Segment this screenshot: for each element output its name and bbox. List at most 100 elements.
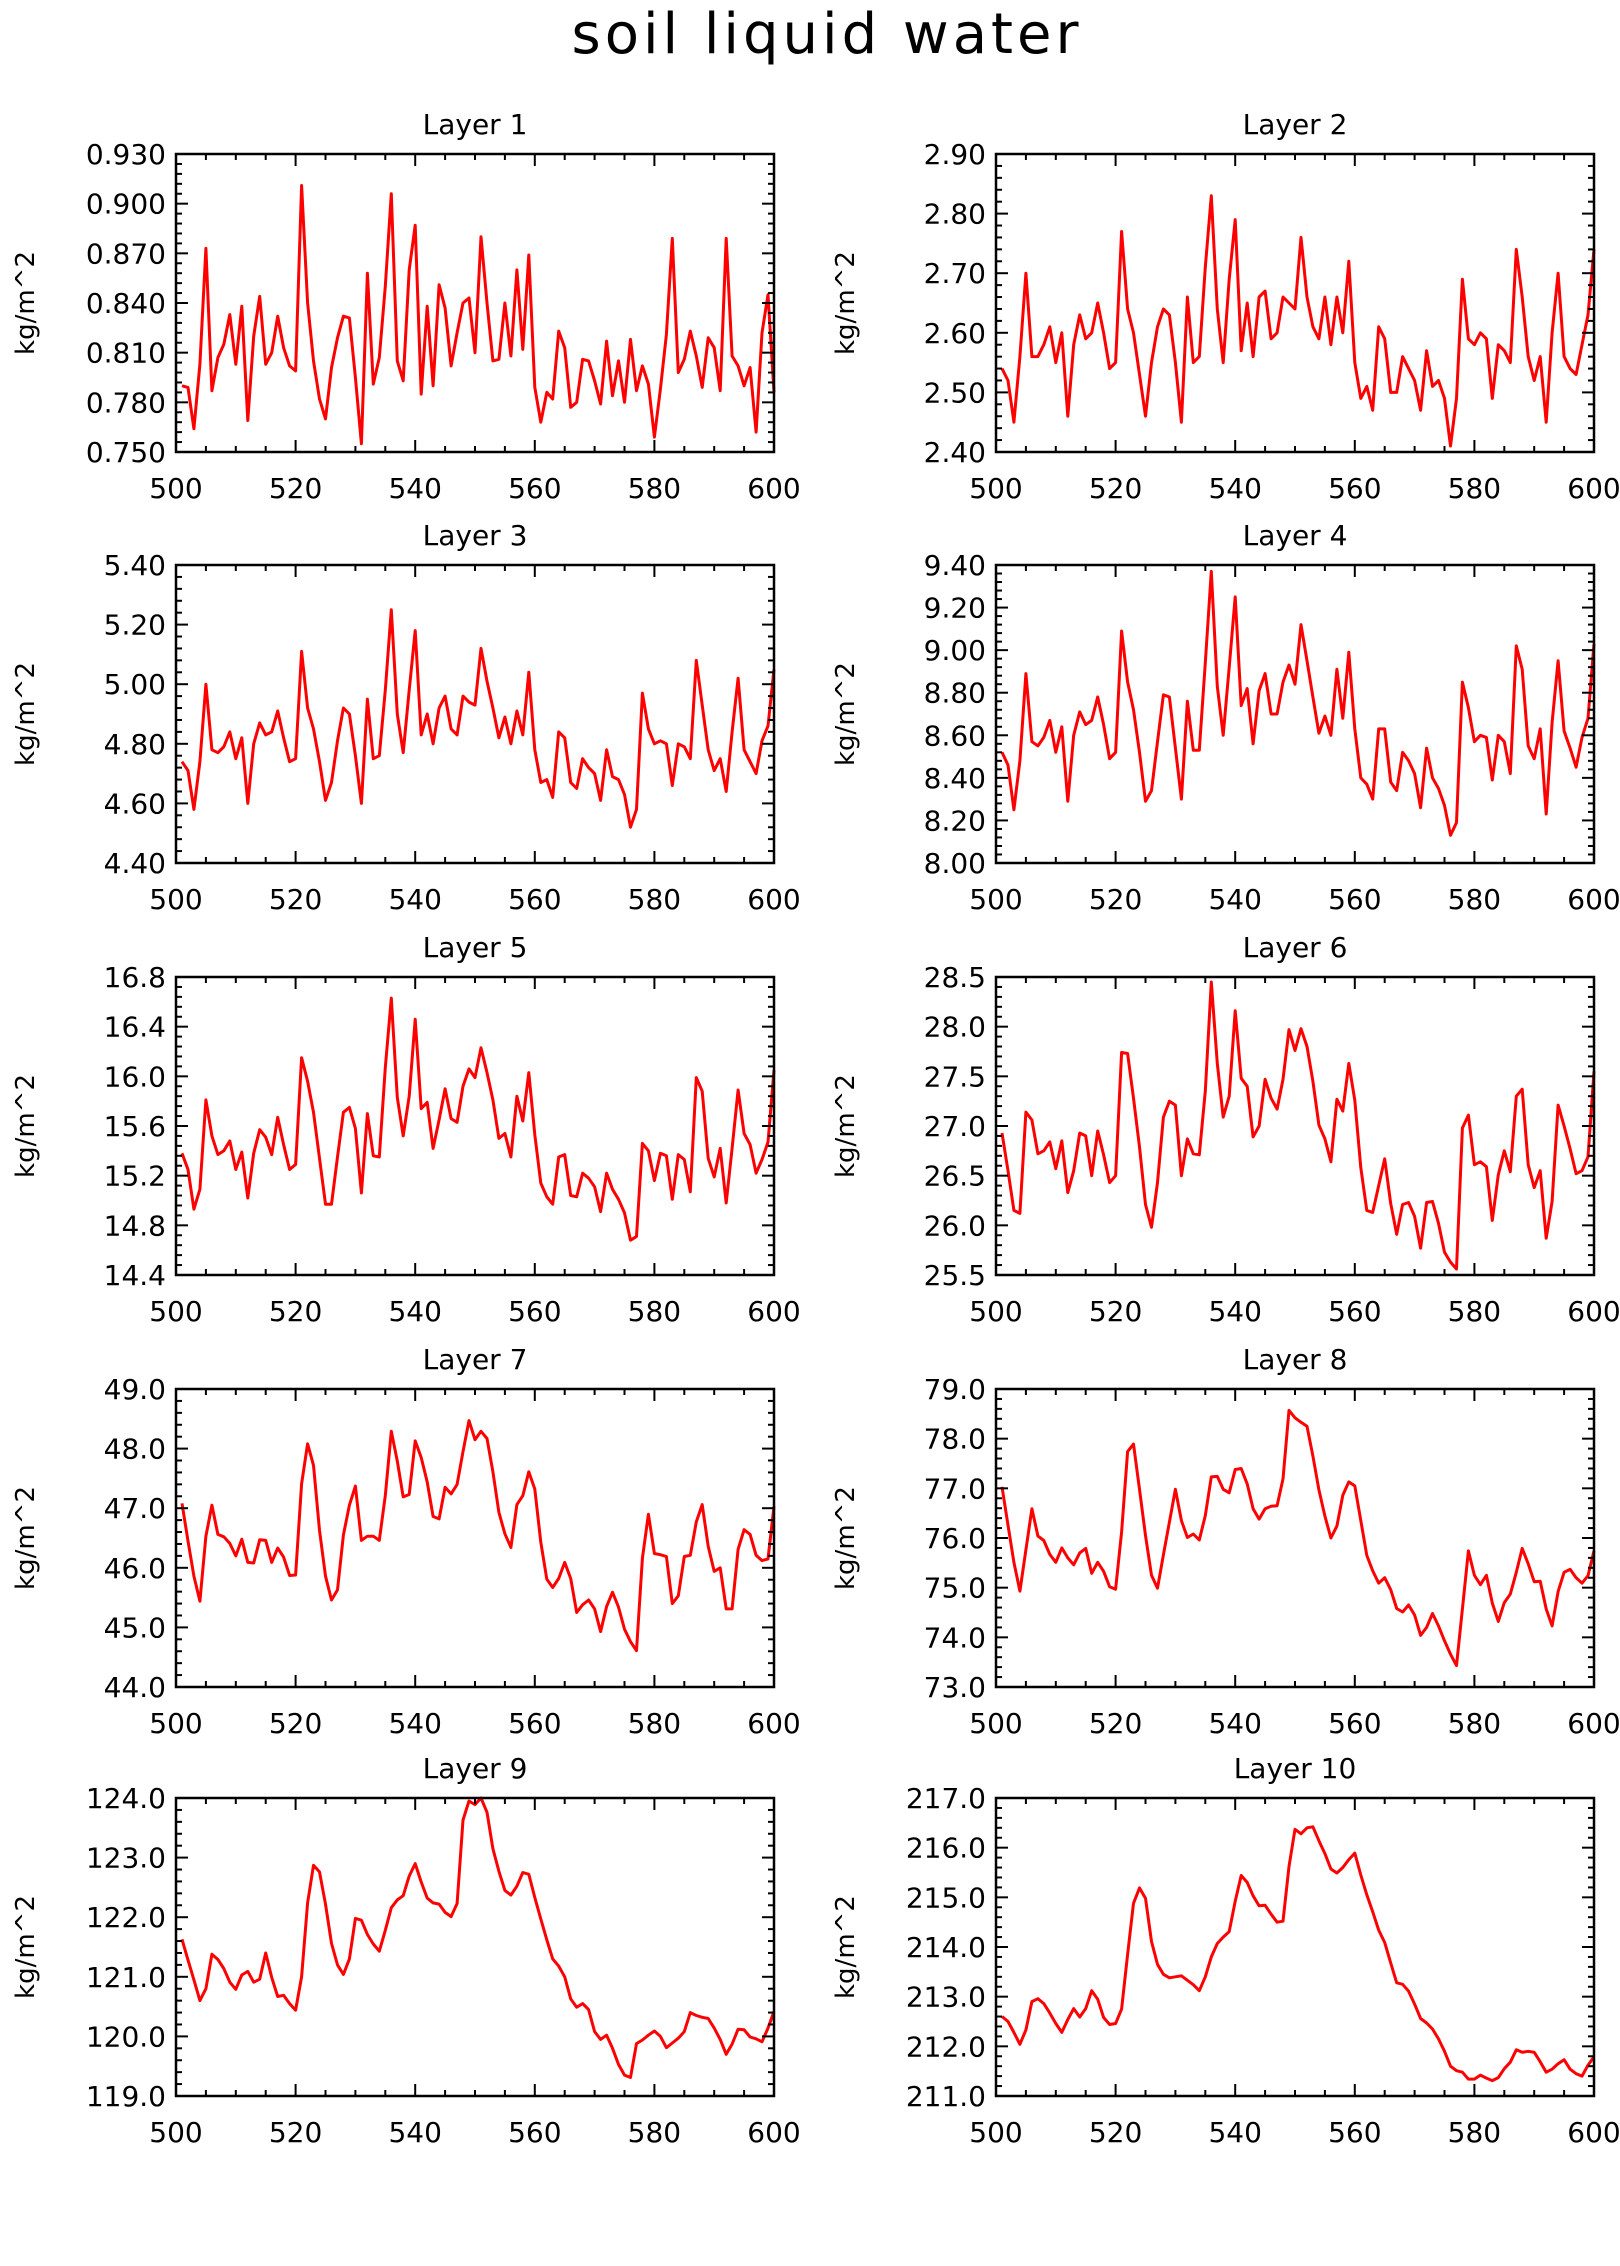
plot-frame [174, 152, 776, 454]
y-tick-label: 2.60 [924, 317, 986, 350]
x-tick-label: 560 [1328, 472, 1381, 505]
y-axis-label: kg/m^2 [831, 1895, 861, 1999]
y-tick-label: 0.780 [86, 386, 166, 419]
series-line [1001, 1825, 1596, 2083]
y-tick-label: 25.5 [924, 1259, 986, 1292]
y-tick-label: 119.0 [86, 2080, 166, 2113]
chart-panel-4: Layer 4 500 520 540 560 580 600 8.00 8.20 8.40 8.6… [831, 519, 1620, 916]
y-tick-label: 0.870 [86, 237, 166, 270]
y-tick-label: 2.40 [924, 436, 986, 469]
y-tick-label: 75.0 [924, 1572, 986, 1605]
series-line [1000, 1408, 1596, 1668]
x-tick-label: 500 [149, 472, 202, 505]
plot-frame [174, 563, 776, 865]
x-tick-label: 580 [1448, 1707, 1501, 1740]
figure-title: soil liquid water [572, 2, 1083, 67]
x-tick-label: 520 [269, 883, 322, 916]
x-tick-label: 500 [149, 1707, 202, 1740]
series-line [180, 1419, 776, 1653]
series-line [1000, 194, 1596, 448]
x-tick-label: 580 [628, 883, 681, 916]
y-tick-label: 0.840 [86, 287, 166, 320]
x-tick-label: 560 [1328, 883, 1381, 916]
y-tick-label: 49.0 [104, 1373, 166, 1406]
x-tick-label: 580 [1448, 883, 1501, 916]
y-tick-label: 122.0 [86, 1901, 166, 1934]
y-tick-label: 4.80 [104, 728, 166, 761]
panel-title: Layer 8 [1243, 1343, 1348, 1376]
x-tick-label: 500 [969, 1295, 1022, 1328]
panel-title: Layer 9 [423, 1752, 528, 1785]
x-tick-label: 560 [508, 1707, 561, 1740]
y-tick-label: 0.900 [86, 188, 166, 221]
y-tick-label: 79.0 [924, 1373, 986, 1406]
y-tick-label: 0.810 [86, 337, 166, 370]
y-tick-label: 5.40 [104, 549, 166, 582]
y-tick-label: 27.0 [924, 1110, 986, 1143]
y-tick-label: 4.40 [104, 847, 166, 880]
x-tick-label: 540 [1208, 1707, 1261, 1740]
plot-frame [994, 1387, 1596, 1689]
y-tick-label: 8.00 [924, 847, 986, 880]
y-tick-label: 15.6 [104, 1110, 166, 1143]
y-axis-label: kg/m^2 [831, 662, 861, 766]
x-tick-label: 600 [747, 1295, 800, 1328]
y-tick-label: 8.20 [924, 804, 986, 837]
y-tick-label: 9.20 [924, 592, 986, 625]
y-tick-label: 120.0 [86, 2020, 166, 2053]
x-tick-label: 520 [269, 2116, 322, 2149]
y-tick-label: 14.8 [104, 1209, 166, 1242]
y-axis-label: kg/m^2 [831, 1486, 861, 1590]
x-tick-label: 540 [1208, 2116, 1261, 2149]
y-tick-label: 77.0 [924, 1472, 986, 1505]
x-tick-label: 500 [149, 883, 202, 916]
series-line [1000, 980, 1596, 1271]
y-tick-label: 212.0 [906, 2030, 986, 2063]
chart-panel-6: Layer 6 500 520 540 560 580 600 25.5 26.0 26.5 27.… [831, 931, 1620, 1328]
y-tick-label: 44.0 [104, 1671, 166, 1704]
x-tick-label: 560 [1328, 1707, 1381, 1740]
y-tick-label: 123.0 [86, 1842, 166, 1875]
x-tick-label: 540 [1208, 1295, 1261, 1328]
x-tick-label: 500 [969, 2116, 1022, 2149]
x-tick-label: 580 [628, 1295, 681, 1328]
x-tick-label: 560 [508, 2116, 561, 2149]
y-axis-label: kg/m^2 [11, 1486, 41, 1590]
y-tick-label: 9.00 [924, 634, 986, 667]
x-tick-label: 520 [269, 1295, 322, 1328]
plot-frame [174, 1387, 776, 1689]
x-tick-label: 500 [969, 883, 1022, 916]
y-tick-label: 26.5 [924, 1160, 986, 1193]
x-tick-label: 560 [508, 883, 561, 916]
x-tick-label: 520 [1089, 2116, 1142, 2149]
series-line [181, 184, 776, 446]
y-tick-label: 28.5 [924, 961, 986, 994]
y-tick-label: 211.0 [906, 2080, 986, 2113]
x-tick-label: 540 [388, 2116, 441, 2149]
y-tick-label: 46.0 [104, 1552, 166, 1585]
series-line [1000, 569, 1596, 837]
y-tick-label: 5.20 [104, 609, 166, 642]
y-tick-label: 76.0 [924, 1522, 986, 1555]
panel-title: Layer 4 [1243, 519, 1348, 552]
y-tick-label: 47.0 [104, 1492, 166, 1525]
panel-title: Layer 2 [1243, 108, 1348, 141]
y-tick-label: 0.750 [86, 436, 166, 469]
x-tick-label: 600 [1567, 2116, 1620, 2149]
x-tick-label: 600 [747, 883, 800, 916]
y-tick-label: 214.0 [906, 1931, 986, 1964]
panel-title: Layer 6 [1243, 931, 1348, 964]
chart-panels: Layer 1 500 520 540 560 580 600 0.750 0.780 0.810… [11, 108, 1620, 2149]
y-tick-label: 45.0 [104, 1611, 166, 1644]
y-tick-label: 215.0 [906, 1881, 986, 1914]
x-tick-label: 560 [508, 1295, 561, 1328]
y-tick-label: 213.0 [906, 1981, 986, 2014]
x-tick-label: 580 [628, 2116, 681, 2149]
y-tick-label: 121.0 [86, 1961, 166, 1994]
y-axis-label: kg/m^2 [11, 1074, 41, 1178]
x-tick-label: 520 [269, 1707, 322, 1740]
panel-title: Layer 1 [423, 108, 528, 141]
y-tick-label: 78.0 [924, 1423, 986, 1456]
x-tick-label: 520 [269, 472, 322, 505]
